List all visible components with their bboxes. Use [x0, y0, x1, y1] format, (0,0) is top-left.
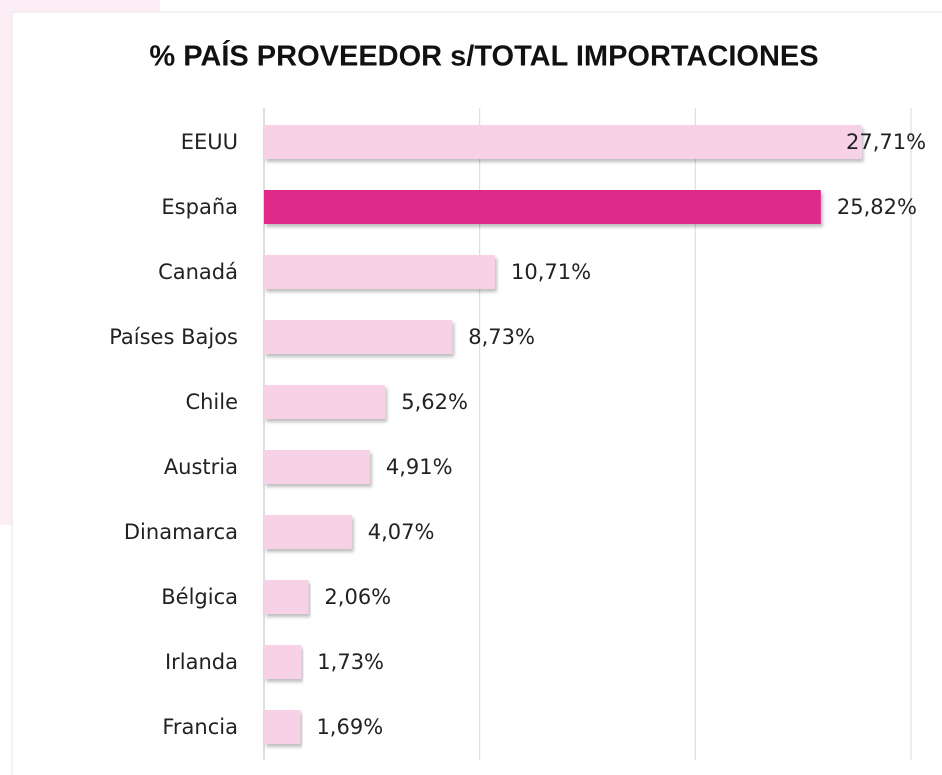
category-label: Francia [162, 715, 238, 739]
category-label: España [161, 195, 238, 219]
category-label: EEUU [181, 130, 238, 154]
category-label: Chile [185, 390, 238, 414]
bar [264, 710, 301, 744]
bar [264, 190, 821, 224]
bar [264, 580, 309, 614]
chart-title: % PAÍS PROVEEDOR s/TOTAL IMPORTACIONES [149, 39, 818, 73]
value-label: 10,71% [511, 260, 591, 284]
value-label: 27,71% [846, 130, 926, 154]
value-label: 1,69% [316, 715, 383, 739]
category-label: Países Bajos [109, 325, 238, 349]
category-label: Austria [164, 455, 238, 479]
bar [264, 385, 386, 419]
value-label: 4,91% [386, 455, 453, 479]
value-label: 2,06% [324, 585, 391, 609]
category-label: Canadá [158, 260, 238, 284]
bar [264, 645, 302, 679]
category-label: Bélgica [161, 585, 238, 609]
value-label: 1,73% [317, 650, 384, 674]
category-label: Irlanda [165, 650, 238, 674]
bar [264, 125, 862, 159]
value-label: 4,07% [368, 520, 435, 544]
value-label: 5,62% [401, 390, 468, 414]
bar [264, 450, 370, 484]
bar [264, 515, 352, 549]
bar [264, 255, 495, 289]
value-label: 25,82% [837, 195, 917, 219]
category-label: Dinamarca [124, 520, 238, 544]
bar [264, 320, 453, 354]
value-label: 8,73% [468, 325, 535, 349]
bars: EEUU 27,71% España 25,82% Canadá 10,71% Países… [109, 125, 926, 744]
